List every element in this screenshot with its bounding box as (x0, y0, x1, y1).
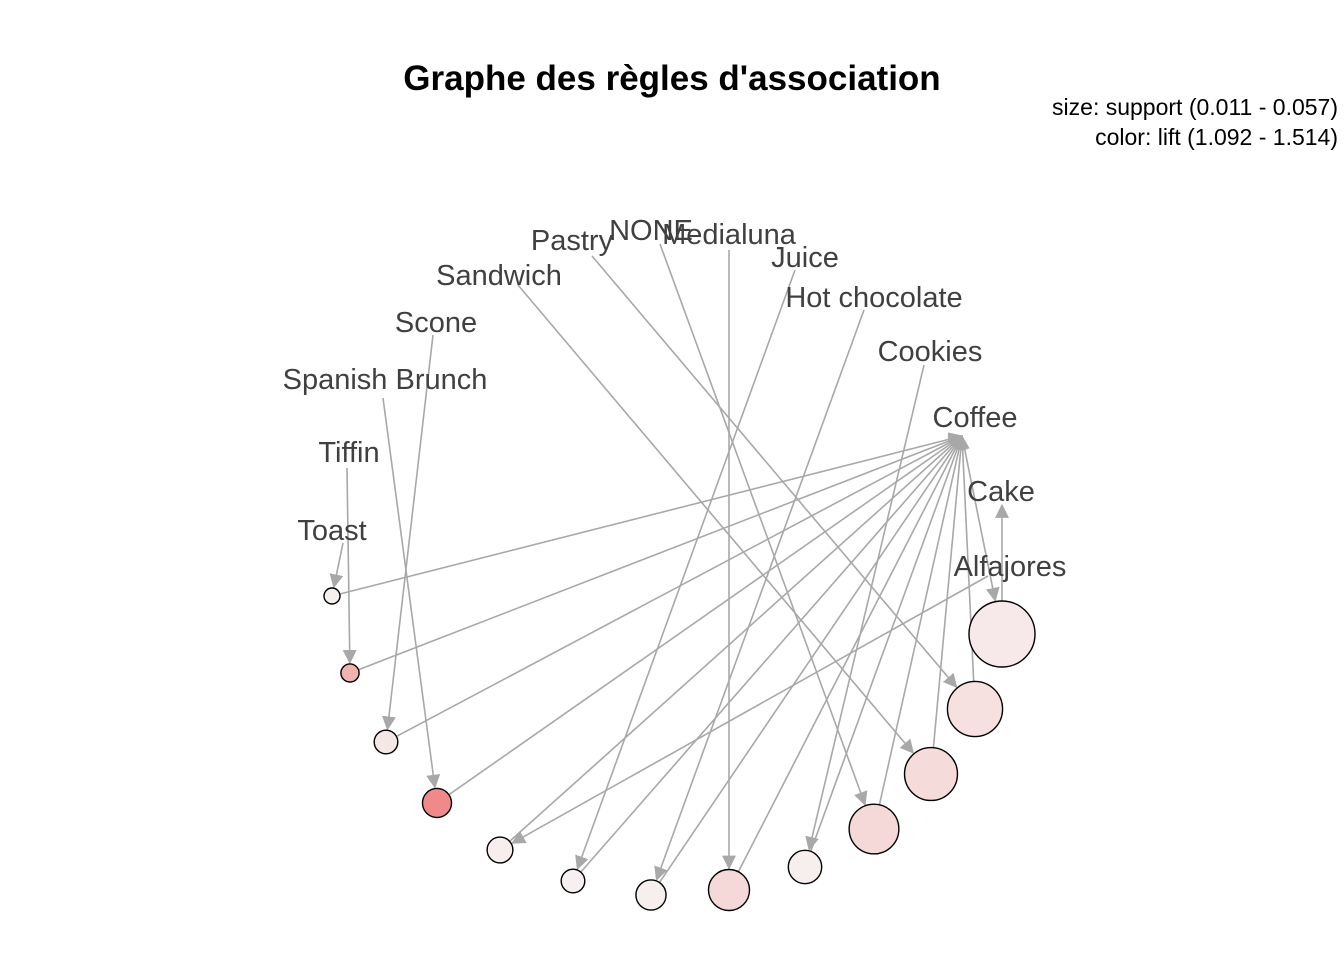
edge-rule-2-to-coffee (358, 434, 964, 671)
graph-title: Graphe des règles d'association (403, 59, 940, 98)
edge-hot-chocolate-to-rule-7 (654, 309, 865, 882)
edge-scone-to-rule-3 (381, 334, 434, 731)
item-label-scone: Scone (395, 307, 477, 339)
item-label-cookies: Cookies (878, 336, 983, 368)
edge-rule-9-to-coffee (809, 434, 965, 852)
item-label-alfajores: Alfajores (954, 551, 1067, 583)
rule-node-7 (635, 879, 667, 911)
item-label-pastry: Pastry (531, 225, 614, 257)
edge-rule-10-to-coffee (878, 434, 967, 805)
edge-toast-to-rule-1 (329, 542, 344, 589)
edge-tiffin-to-rule-2 (342, 467, 357, 665)
rule-node-9 (787, 849, 823, 885)
item-label-hot-chocolate: Hot chocolate (785, 282, 962, 314)
item-label-cake: Cake (967, 476, 1035, 508)
edge-cookies-to-rule-9 (805, 364, 925, 851)
rule-node-5 (486, 836, 514, 864)
item-label-spanish-brunch: Spanish Brunch (283, 364, 488, 396)
rule-node-12 (946, 680, 1004, 738)
rule-node-6 (560, 868, 586, 894)
rule-node-10 (848, 803, 900, 855)
rule-node-2 (340, 663, 360, 683)
rule-node-11 (903, 746, 959, 802)
edge-coffee-to-rule-13 (961, 435, 1000, 602)
edge-alfajores-to-rule-5 (511, 575, 989, 844)
item-label-juice: Juice (771, 242, 839, 274)
item-label-medialuna: Medialuna (662, 219, 797, 251)
edge-rule-5-to-coffee (509, 435, 963, 842)
item-label-tiffin: Tiffin (318, 437, 379, 469)
rule-node-13 (968, 600, 1036, 668)
rule-node-4 (421, 787, 453, 819)
edge-rule-3-to-coffee (396, 435, 964, 738)
item-label-coffee: Coffee (933, 402, 1018, 434)
legend-size: size: support (0.011 - 0.057) (1052, 94, 1338, 120)
edge-juice-to-rule-6 (575, 269, 796, 871)
rule-node-8 (707, 868, 751, 912)
edge-sandwich-to-rule-11 (517, 284, 915, 754)
edge-none-to-rule-10 (659, 243, 868, 806)
edge-rule-11-to-coffee (932, 434, 968, 748)
edge-rule-1-to-coffee (339, 432, 964, 595)
edge-pastry-to-rule-12 (591, 255, 958, 689)
item-label-none: NONE (609, 215, 693, 247)
legend-color: color: lift (1.092 - 1.514) (1095, 124, 1338, 150)
rule-node-3 (373, 729, 399, 755)
edge-rule-8-to-coffee (737, 434, 963, 873)
edge-rule-7-to-coffee (658, 435, 963, 883)
edge-rule-4-to-coffee (448, 435, 963, 796)
edge-spanish-brunch-to-rule-4 (382, 397, 441, 789)
rule-nodes-layer (323, 587, 1036, 912)
edge-rule-6-to-coffee (580, 435, 963, 873)
item-label-toast: Toast (297, 515, 366, 547)
edges-layer (329, 243, 1009, 883)
rule-node-1 (323, 587, 341, 605)
item-label-sandwich: Sandwich (436, 260, 562, 292)
